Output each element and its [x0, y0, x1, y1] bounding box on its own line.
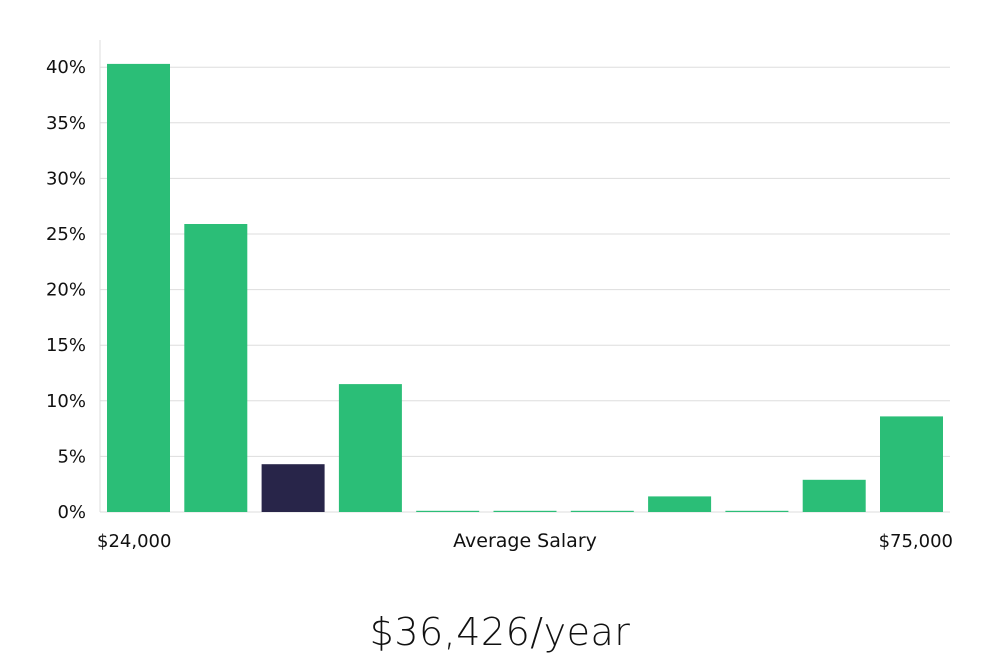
salary-histogram: 0% 5% 10% 15% 20% 25% 30% 35% 40% $24,000 Averag… [46, 40, 953, 552]
bar [648, 496, 712, 512]
bar-highlighted [261, 464, 325, 512]
x-axis-label: Average Salary [453, 530, 597, 552]
y-tick-label: 25% [46, 224, 86, 245]
x-max-label: $75,000 [879, 531, 953, 552]
y-tick-label: 40% [46, 57, 86, 78]
bar [802, 479, 866, 512]
bar [416, 510, 480, 512]
bar [880, 416, 943, 512]
x-min-label: $24,000 [97, 531, 171, 552]
bar [570, 510, 634, 512]
bars [107, 63, 943, 513]
bar [184, 224, 248, 512]
y-tick-label: 15% [46, 335, 86, 356]
y-tick-label: 35% [46, 113, 86, 134]
bar [725, 510, 789, 512]
y-tick-label: 10% [46, 391, 86, 412]
bar [107, 63, 170, 513]
y-tick-label: 20% [46, 280, 86, 301]
y-tick-label: 5% [57, 446, 86, 467]
y-axis-ticks: 0% 5% 10% 15% 20% 25% 30% 35% 40% [46, 57, 86, 523]
y-tick-label: 30% [46, 168, 86, 189]
y-tick-label: 0% [57, 502, 86, 523]
bar [493, 510, 557, 512]
bar [338, 384, 402, 512]
average-salary-value: $36,426/year [369, 610, 631, 654]
